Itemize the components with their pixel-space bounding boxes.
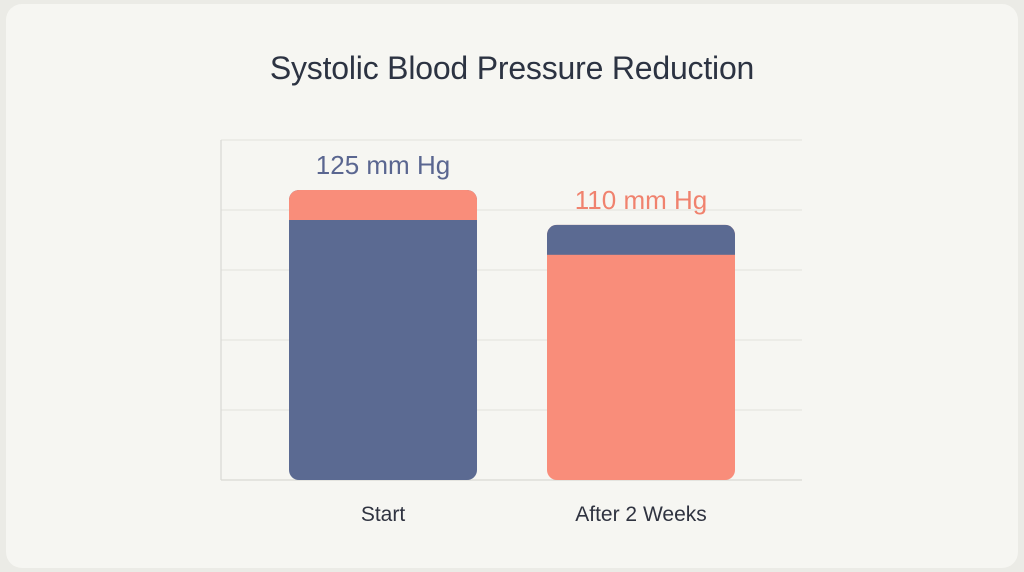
bar-body xyxy=(547,224,735,480)
chart-card xyxy=(6,4,1018,568)
bar-2 xyxy=(547,224,735,480)
labels: 125 mm Hg Start 110 mm Hg After 2 Weeks xyxy=(316,150,707,526)
bars xyxy=(289,190,735,480)
bar-1 xyxy=(289,190,477,480)
bar-cap xyxy=(289,190,477,220)
data-label: 125 mm Hg xyxy=(316,150,450,180)
chart-title: Systolic Blood Pressure Reduction xyxy=(269,50,755,86)
x-tick-label: Start xyxy=(361,503,406,526)
bar-cap xyxy=(547,224,735,255)
x-tick-label: After 2 Weeks xyxy=(575,503,707,526)
data-label: 110 mm Hg xyxy=(575,185,707,215)
bar-body xyxy=(289,190,477,480)
